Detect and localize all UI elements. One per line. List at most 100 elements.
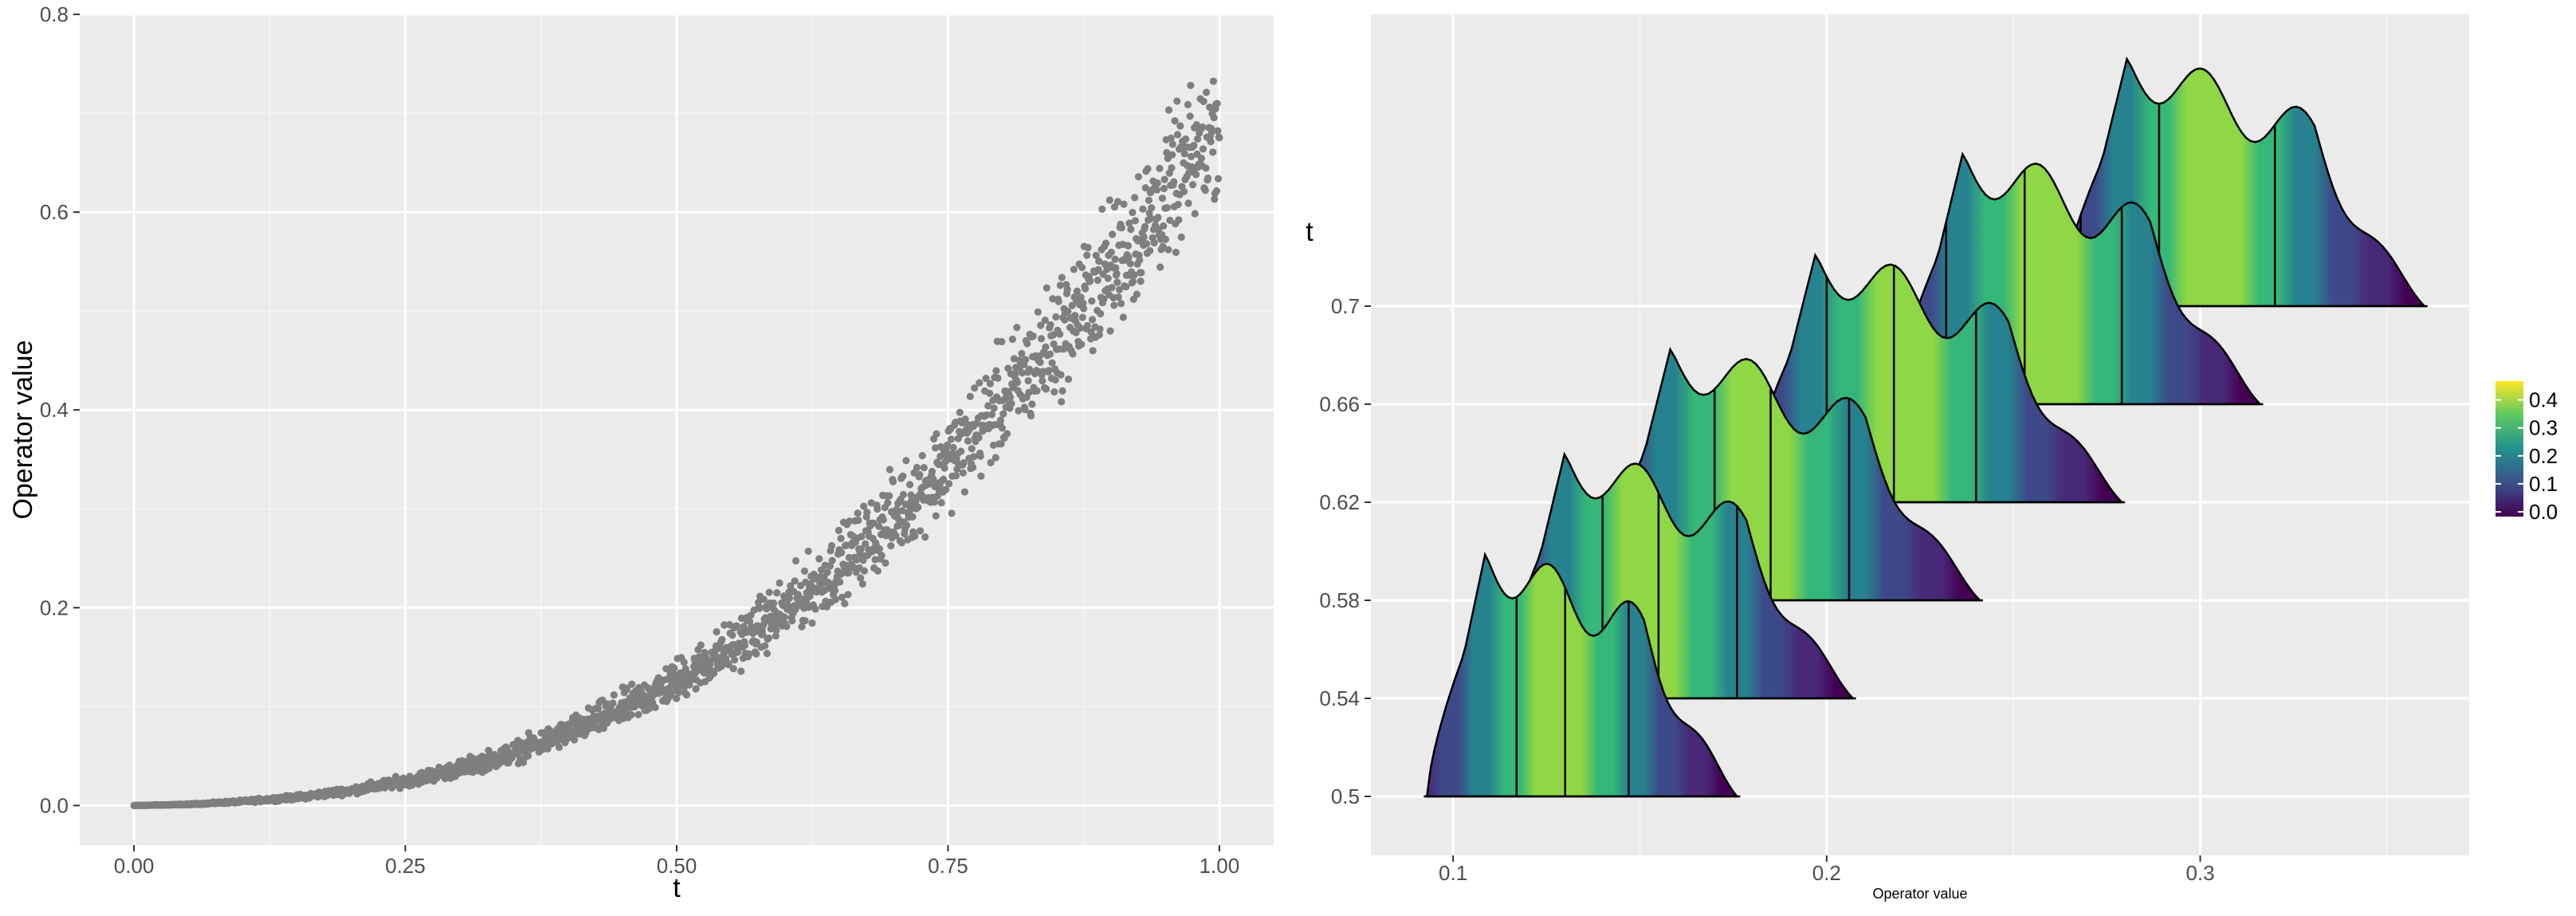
scatter-point [1064, 307, 1072, 316]
scatter-point [1209, 77, 1218, 85]
scatter-point [1173, 131, 1182, 139]
scatter-point [1126, 260, 1134, 268]
scatter-point [524, 752, 532, 760]
scatter-point [1164, 106, 1173, 114]
scatter-point [1197, 154, 1206, 163]
colorbar-label: 0.0 [2529, 500, 2558, 524]
scatter-point [1175, 216, 1183, 224]
scatter-point [1078, 340, 1086, 348]
scatter-point [1180, 187, 1188, 195]
scatter-point [1113, 278, 1121, 286]
scatter-point [1054, 297, 1062, 305]
scatter-point [1208, 128, 1215, 136]
scatter-point [846, 517, 854, 525]
scatter-point [1084, 243, 1092, 252]
x-tick-label: 0.75 [928, 854, 968, 878]
scatter-point [1027, 412, 1035, 420]
scatter-point [988, 411, 996, 419]
ridgeline-y-axis-label: t [1306, 217, 1314, 247]
scatter-point [1008, 335, 1016, 344]
scatter-point [1039, 377, 1046, 385]
scatter-point [713, 627, 721, 636]
scatter-point [932, 512, 940, 520]
y-tick-label: 0.4 [40, 398, 69, 422]
scatter-point [886, 492, 893, 500]
colorbar-label: 0.2 [2529, 444, 2558, 468]
scatter-point [730, 656, 739, 664]
scatter-point [959, 469, 967, 477]
scatter-point [570, 736, 579, 744]
scatter-point [628, 680, 636, 688]
colorbar-label: 0.3 [2529, 416, 2558, 440]
scatter-point [1046, 320, 1054, 329]
scatter-grid [80, 13, 1274, 845]
scatter-point [773, 588, 781, 597]
scatter-point [752, 650, 760, 658]
colorbar-ramp [2496, 381, 2523, 517]
scatter-point [728, 631, 736, 639]
scatter-point [874, 505, 882, 513]
scatter-point [1051, 375, 1059, 384]
scatter-point [1127, 226, 1135, 234]
scatter-point [921, 533, 929, 541]
scatter-point [1057, 371, 1065, 379]
scatter-point [1143, 240, 1151, 248]
scatter-point [1052, 313, 1060, 321]
scatter-point [783, 622, 791, 631]
scatter-point [987, 458, 995, 466]
scatter-point [1007, 399, 1015, 407]
scatter-point [1161, 235, 1170, 243]
scatter-point [765, 588, 773, 596]
scatter-point [860, 567, 868, 575]
scatter-point [1058, 398, 1066, 406]
scatter-point [1043, 284, 1050, 292]
scatter-point [1160, 175, 1168, 183]
scatter-point [1083, 251, 1091, 259]
scatter-point [870, 519, 878, 527]
scatter-point [838, 593, 846, 601]
scatter-point [1069, 350, 1077, 358]
scatter-point [1188, 181, 1197, 189]
scatter-point [1171, 117, 1179, 125]
scatter-point [1095, 331, 1103, 339]
scatter-point [732, 622, 740, 630]
scatter-point [875, 522, 883, 530]
scatter-point [1172, 248, 1180, 257]
scatter-point [1101, 239, 1110, 247]
scatter-point [785, 594, 793, 602]
scatter-points [130, 77, 1223, 809]
scatter-point [1168, 151, 1176, 159]
scatter-point [1110, 202, 1119, 211]
scatter-point [1107, 248, 1115, 257]
scatter-point [905, 481, 914, 489]
scatter-point [842, 541, 850, 549]
scatter-point [1173, 97, 1181, 105]
scatter-point [1113, 269, 1121, 277]
scatter-point [1042, 343, 1050, 351]
scatter-point [721, 621, 728, 629]
scatter-point [947, 435, 955, 443]
scatter-point [1024, 377, 1032, 385]
scatter-point [1168, 140, 1176, 148]
scatter-point [670, 664, 678, 672]
scatter-point [761, 642, 769, 650]
scatter-point [899, 490, 908, 498]
scatter-point [772, 632, 779, 640]
scatter-point [1153, 186, 1161, 194]
scatter-point [1156, 164, 1164, 172]
y-tick-label: 0.2 [40, 596, 69, 619]
scatter-point [960, 458, 968, 467]
scatter-point [1117, 224, 1125, 232]
y-tick-label: 0.58 [1319, 588, 1360, 612]
scatter-point [1111, 255, 1119, 263]
scatter-point [740, 623, 748, 631]
scatter-point [990, 404, 998, 412]
scatter-point [902, 457, 910, 465]
ridgeline-densities [1423, 56, 2428, 798]
scatter-point [1194, 135, 1202, 143]
scatter-point [1046, 350, 1054, 358]
scatter-point [930, 498, 938, 506]
scatter-point [948, 509, 956, 517]
scatter-point [1042, 385, 1050, 393]
scatter-point [941, 486, 950, 493]
